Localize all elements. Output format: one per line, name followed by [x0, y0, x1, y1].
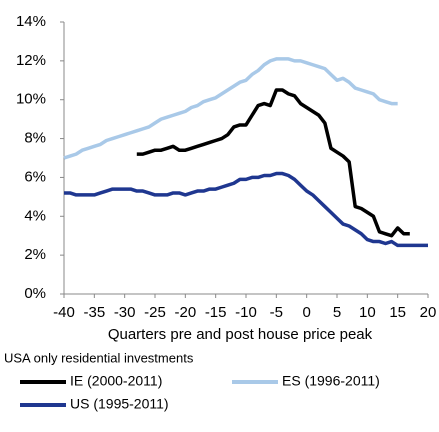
x-tick-label: -5: [270, 304, 283, 321]
x-tick-label: -10: [235, 304, 257, 321]
x-tick-label: -30: [114, 304, 136, 321]
legend-label: US (1995-2011): [70, 396, 169, 412]
series-line: [64, 171, 428, 248]
legend-label: IE (2000-2011): [70, 373, 162, 389]
x-tick-label: -20: [174, 304, 196, 321]
x-axis-title: Quarters pre and post house price peak: [108, 326, 373, 343]
y-tick-label: 14%: [16, 13, 46, 30]
y-tick-label: 12%: [16, 52, 46, 69]
y-tick-label: 4%: [24, 207, 46, 224]
y-tick-label: 8%: [24, 130, 46, 147]
note: USA only residential investments: [4, 350, 194, 365]
x-tick-label: 0: [302, 304, 310, 321]
x-tick-label: 5: [333, 304, 341, 321]
x-tick-label: 10: [359, 304, 376, 321]
x-tick-label: -15: [205, 304, 227, 321]
legend-label: ES (1996-2011): [282, 373, 380, 389]
y-tick-label: 10%: [16, 91, 46, 108]
x-tick-label: -25: [144, 304, 166, 321]
x-tick-label: -35: [83, 304, 105, 321]
y-tick-label: 0%: [24, 285, 46, 302]
series-line: [63, 57, 398, 160]
y-tick-label: 6%: [24, 168, 46, 185]
x-tick-label: 15: [389, 304, 406, 321]
y-tick-label: 2%: [24, 246, 46, 263]
series-line: [136, 88, 410, 238]
x-tick-label: -40: [53, 304, 75, 321]
x-tick-label: 20: [420, 304, 437, 321]
